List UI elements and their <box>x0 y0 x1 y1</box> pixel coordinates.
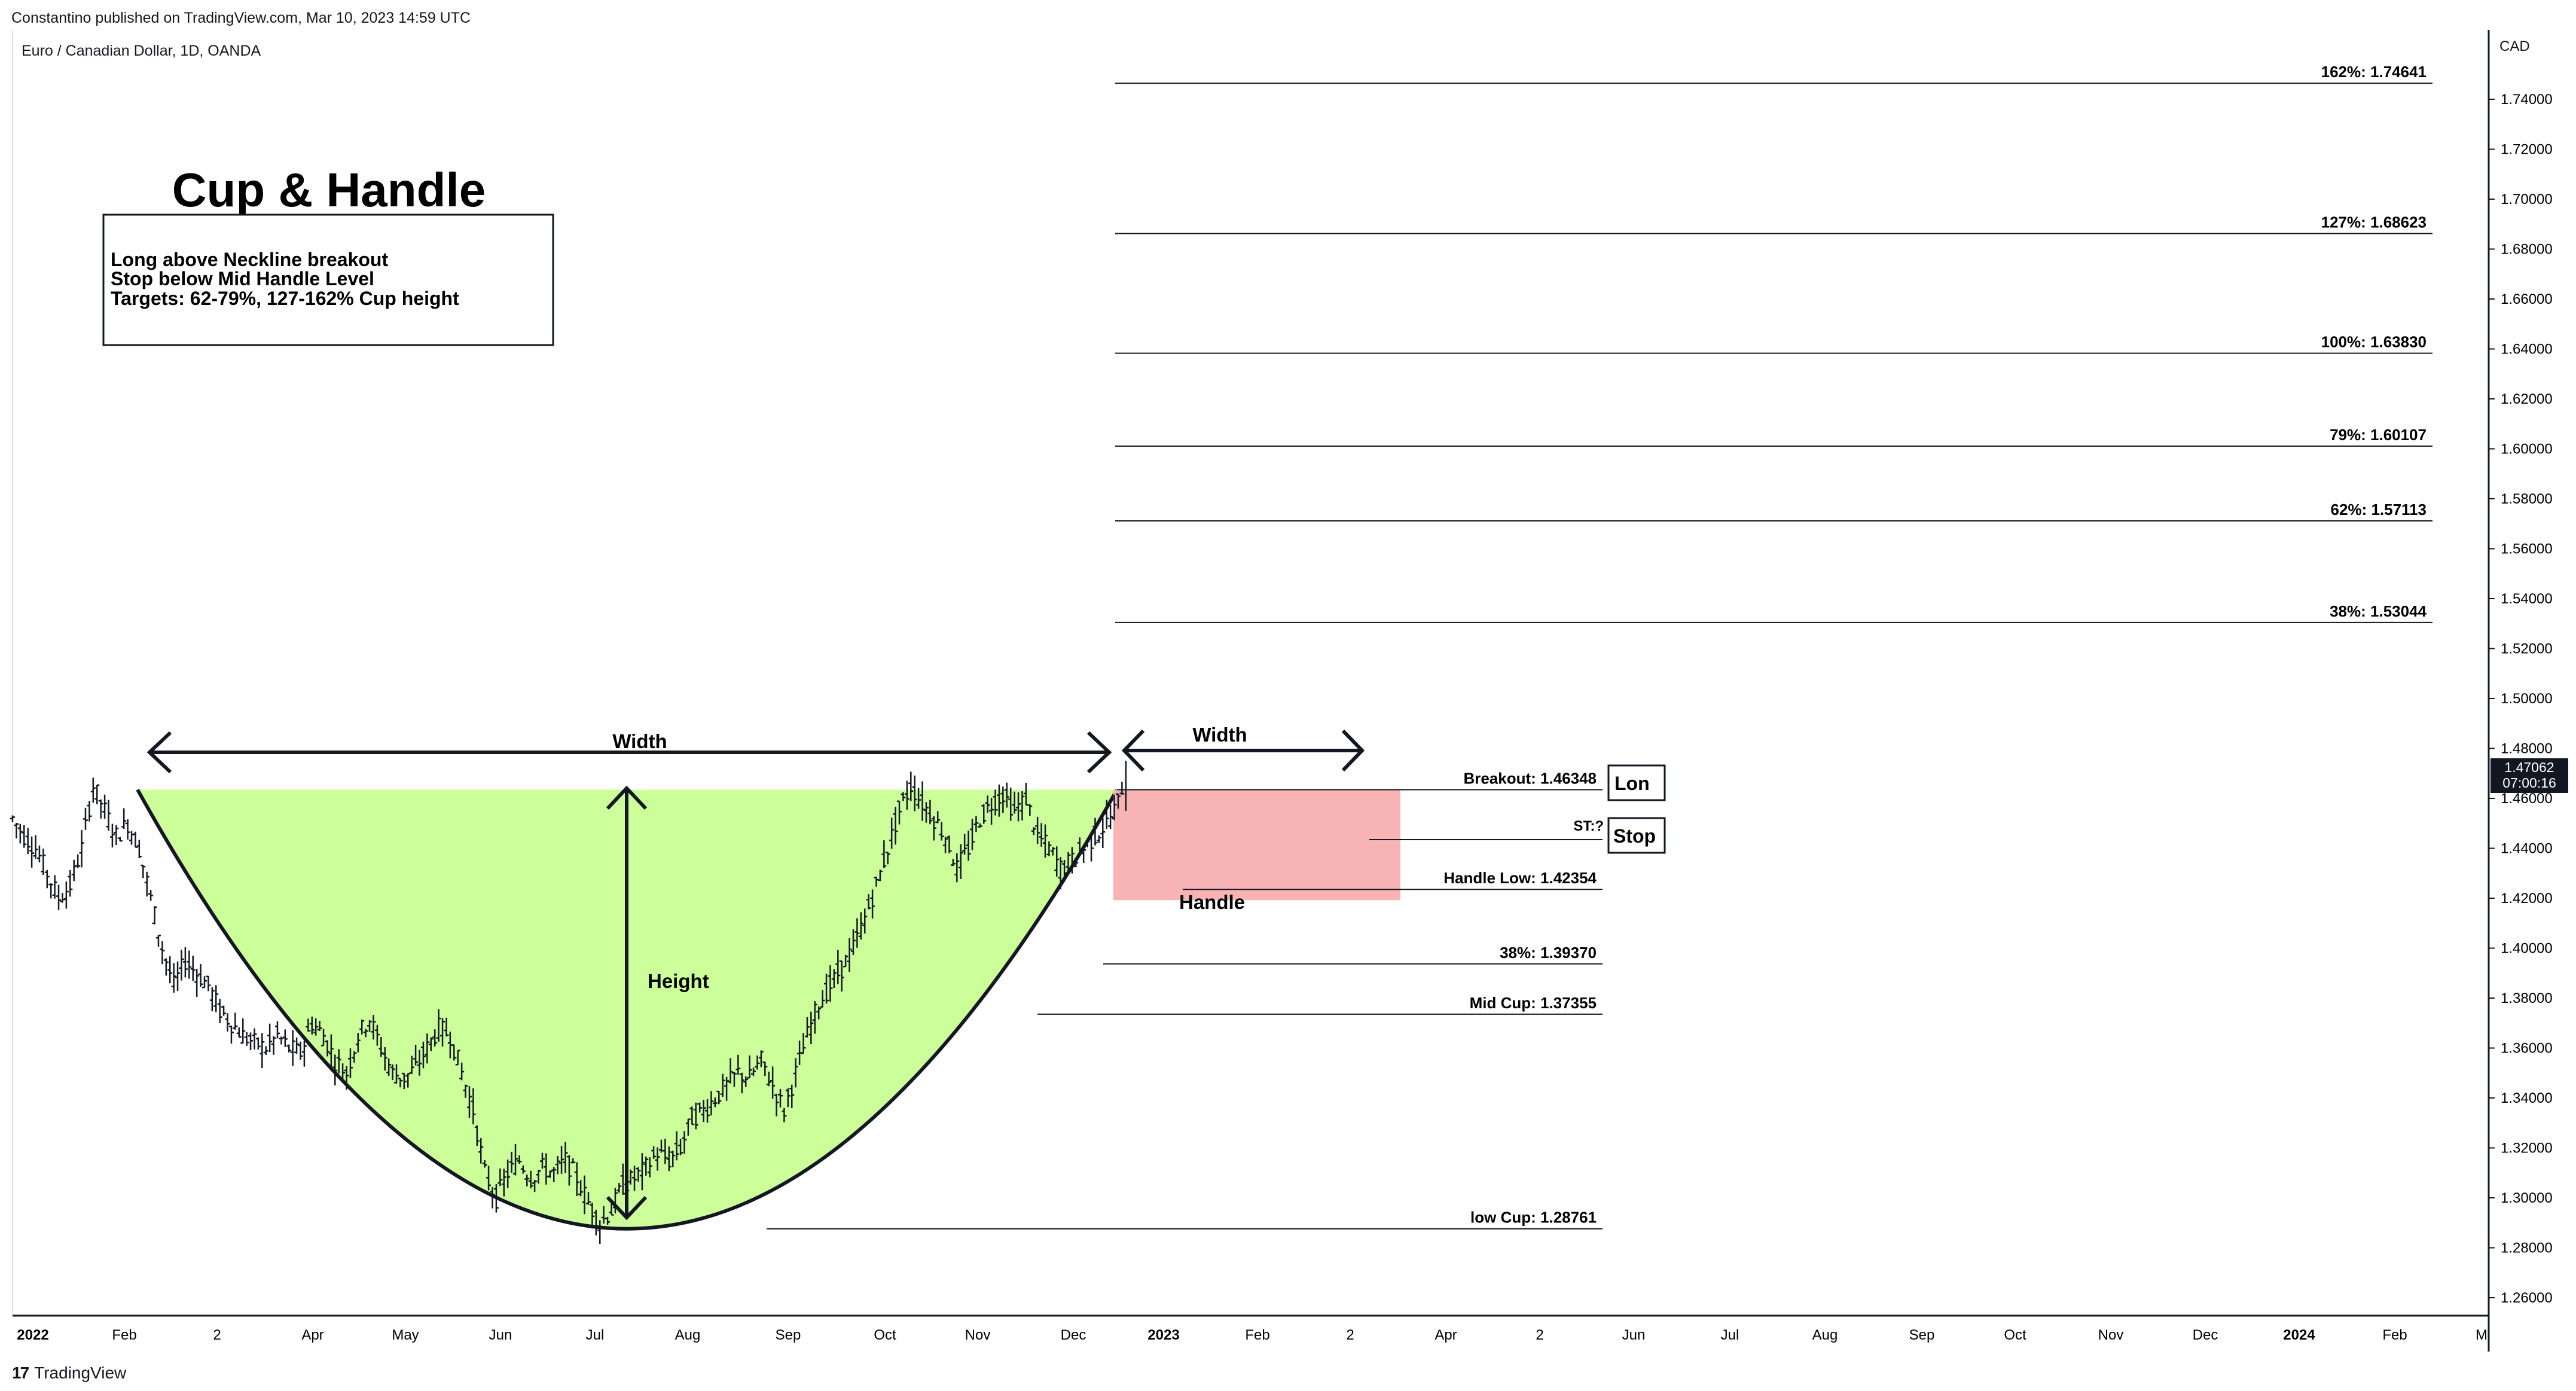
info-box[interactable] <box>102 213 554 346</box>
stop-label: Stop <box>1613 825 1656 847</box>
info-line-2: Stop below Mid Handle Level <box>111 268 374 289</box>
y-tick-label: 1.60000 <box>2501 441 2553 457</box>
x-tick-label: 2023 <box>1147 1327 1179 1343</box>
x-tick-label: Dec <box>1061 1327 1086 1343</box>
level-label: 79%: 1.60107 <box>2330 426 2427 444</box>
y-tick-label: 1.58000 <box>2501 491 2553 507</box>
x-tick-label: Dec <box>2193 1327 2218 1343</box>
x-tick-label: Oct <box>874 1327 896 1343</box>
level-label: 100%: 1.63830 <box>2321 333 2427 351</box>
pattern-title: Cup & Handle <box>172 163 486 216</box>
y-tick-label: 1.26000 <box>2501 1290 2553 1306</box>
x-tick-label: Jul <box>1721 1327 1739 1343</box>
tradingview-logo[interactable]: 17 TradingView <box>12 1363 126 1383</box>
publisher-line: Constantino published on TradingView.com… <box>11 10 471 26</box>
y-tick-label: 1.40000 <box>2501 941 2553 957</box>
y-tick-label: 1.54000 <box>2501 591 2553 607</box>
level-lines[interactable]: 162%: 1.74641 127%: 1.68623 100%: 1.63830 7… <box>767 63 2432 1230</box>
x-tick-label: Nov <box>965 1327 991 1343</box>
y-tick-label: 1.44000 <box>2501 841 2553 857</box>
level-label: 162%: 1.74641 <box>2321 63 2427 81</box>
x-tick-label: 2022 <box>17 1327 48 1343</box>
y-tick-label: 1.68000 <box>2501 242 2553 258</box>
width-arrow-handle[interactable] <box>1121 729 1365 772</box>
height-label: Height <box>648 970 709 992</box>
y-tick-label: 1.38000 <box>2501 990 2553 1006</box>
x-tick-label: Feb <box>2382 1327 2407 1343</box>
level-label: 38%: 1.53044 <box>2330 602 2427 620</box>
ohlc-bars <box>10 761 1127 1244</box>
y-tick-label: 1.32000 <box>2501 1140 2553 1157</box>
level-label: Mid Cup: 1.37355 <box>1470 994 1597 1012</box>
cup-curve[interactable] <box>136 789 1119 1231</box>
handle-box[interactable] <box>1113 789 1400 901</box>
x-tick-label: 2 <box>1346 1327 1354 1343</box>
y-tick-label: 1.72000 <box>2501 142 2553 158</box>
x-tick-label: Aug <box>675 1327 701 1343</box>
y-tick-label: 1.70000 <box>2501 191 2553 208</box>
x-tick-label: Sep <box>776 1327 801 1343</box>
symbol-title[interactable]: Euro / Canadian Dollar, 1D, OANDA <box>22 42 261 59</box>
level-label: 127%: 1.68623 <box>2321 213 2427 231</box>
width-arrow-cup[interactable] <box>146 731 1112 774</box>
y-tick-label: 1.34000 <box>2501 1090 2553 1106</box>
x-tick-label: 2024 <box>2283 1327 2315 1343</box>
x-tick-label: 2 <box>1536 1327 1543 1343</box>
x-tick-label: Feb <box>1245 1327 1269 1343</box>
y-tick-label: 1.74000 <box>2501 91 2553 108</box>
y-tick-label: 1.52000 <box>2501 641 2553 657</box>
tradingview-logo-icon: 17 <box>12 1363 29 1382</box>
y-tick-label: 1.28000 <box>2501 1240 2553 1256</box>
current-price-value: 1.47062 <box>2504 759 2554 775</box>
y-tick-label: 1.48000 <box>2501 741 2553 757</box>
y-tick-label: 1.56000 <box>2501 541 2553 557</box>
level-label: Breakout: 1.46348 <box>1463 769 1597 787</box>
x-tick-label: Sep <box>1909 1327 1935 1343</box>
width-label-cup: Width <box>612 730 667 752</box>
level-label: low Cup: 1.28761 <box>1470 1209 1597 1227</box>
x-tick-label: Aug <box>1812 1327 1838 1343</box>
long-label: Lon <box>1614 773 1650 794</box>
info-line-3: Targets: 62-79%, 127-162% Cup height <box>111 288 459 309</box>
time-axis[interactable]: 2022 Feb 2 Apr May Jun Jul Aug Sep Oct Nov Dec 2023 F… <box>17 1327 2488 1343</box>
current-price-tag: 1.47062 07:00:16 <box>2490 758 2568 793</box>
x-tick-label: 2 <box>213 1327 221 1343</box>
height-arrow[interactable] <box>606 785 648 1221</box>
x-tick-label: Jul <box>586 1327 605 1343</box>
x-tick-label: Oct <box>2004 1327 2026 1343</box>
y-tick-label: 1.64000 <box>2501 341 2553 358</box>
x-tick-label: M <box>2476 1327 2488 1343</box>
x-tick-label: Apr <box>301 1327 323 1343</box>
stop-label-box[interactable] <box>1607 817 1666 854</box>
countdown-value: 07:00:16 <box>2502 775 2556 791</box>
handle-label: Handle <box>1179 891 1245 913</box>
y-tick-label: 1.46000 <box>2501 791 2553 807</box>
y-tick-label: 1.50000 <box>2501 691 2553 707</box>
x-tick-label: Jun <box>1622 1327 1646 1343</box>
level-label: 62%: 1.57113 <box>2331 501 2427 518</box>
y-tick-label: 1.36000 <box>2501 1041 2553 1057</box>
level-label: Handle Low: 1.42354 <box>1443 869 1597 887</box>
x-tick-label: Apr <box>1434 1327 1457 1343</box>
tradingview-brand-text: TradingView <box>34 1363 127 1382</box>
info-line-1: Long above Neckline breakout <box>111 249 388 270</box>
x-tick-label: Jun <box>489 1327 512 1343</box>
x-tick-label: May <box>392 1327 419 1343</box>
level-label: 38%: 1.39370 <box>1500 944 1597 962</box>
x-tick-label: Nov <box>2098 1327 2124 1343</box>
y-tick-label: 1.62000 <box>2501 391 2553 407</box>
x-tick-label: Feb <box>112 1327 136 1343</box>
price-axis[interactable]: 1.74000 1.72000 1.70000 1.68000 1.66000 1.640… <box>2489 91 2553 1306</box>
long-label-box[interactable] <box>1607 764 1666 801</box>
width-label-handle: Width <box>1192 724 1247 746</box>
stop-target-label: ST:? <box>1573 818 1604 834</box>
y-tick-label: 1.66000 <box>2501 291 2553 307</box>
y-tick-label: 1.42000 <box>2501 890 2553 907</box>
y-tick-label: 1.30000 <box>2501 1190 2553 1206</box>
currency-label: CAD <box>2499 38 2530 54</box>
